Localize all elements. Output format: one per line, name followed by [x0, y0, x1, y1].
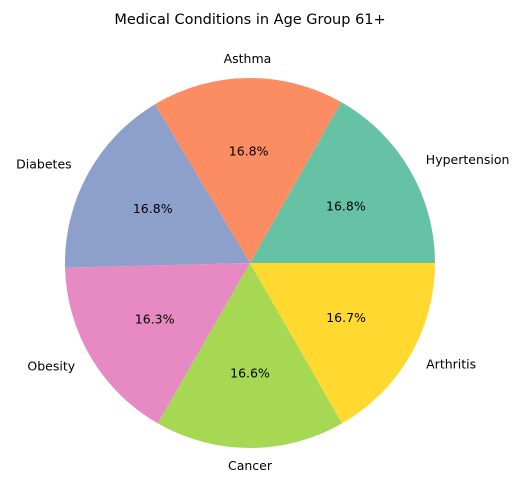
chart-title: Medical Conditions in Age Group 61+ [114, 12, 385, 28]
pie-slice-obesity [65, 263, 250, 424]
pie-slice-cancer [157, 263, 343, 448]
pie-slice-diabetes [65, 104, 250, 268]
slice-label-asthma: Asthma [224, 51, 272, 66]
slice-label-diabetes: Diabetes [16, 156, 72, 171]
slice-percent-hypertension: 16.8% [326, 199, 366, 214]
pie-slice-asthma [154, 78, 342, 263]
pie-slice-hypertension [250, 102, 435, 264]
slice-label-hypertension: Hypertension [426, 152, 510, 167]
slice-percent-diabetes: 16.8% [133, 201, 173, 216]
slice-label-arthritis: Arthritis [426, 356, 476, 371]
slice-percent-arthritis: 16.7% [326, 310, 366, 325]
slice-percent-asthma: 16.8% [229, 144, 269, 159]
pie-slices [65, 78, 435, 448]
slice-label-cancer: Cancer [228, 458, 273, 473]
slice-percent-cancer: 16.6% [230, 366, 270, 381]
slice-percent-obesity: 16.3% [135, 311, 175, 326]
pie-slice-arthritis [250, 263, 435, 424]
pie-labels: Hypertension 16.8% Asthma 16.8% Diabetes 16.8… [16, 51, 509, 473]
slice-label-obesity: Obesity [27, 359, 75, 374]
